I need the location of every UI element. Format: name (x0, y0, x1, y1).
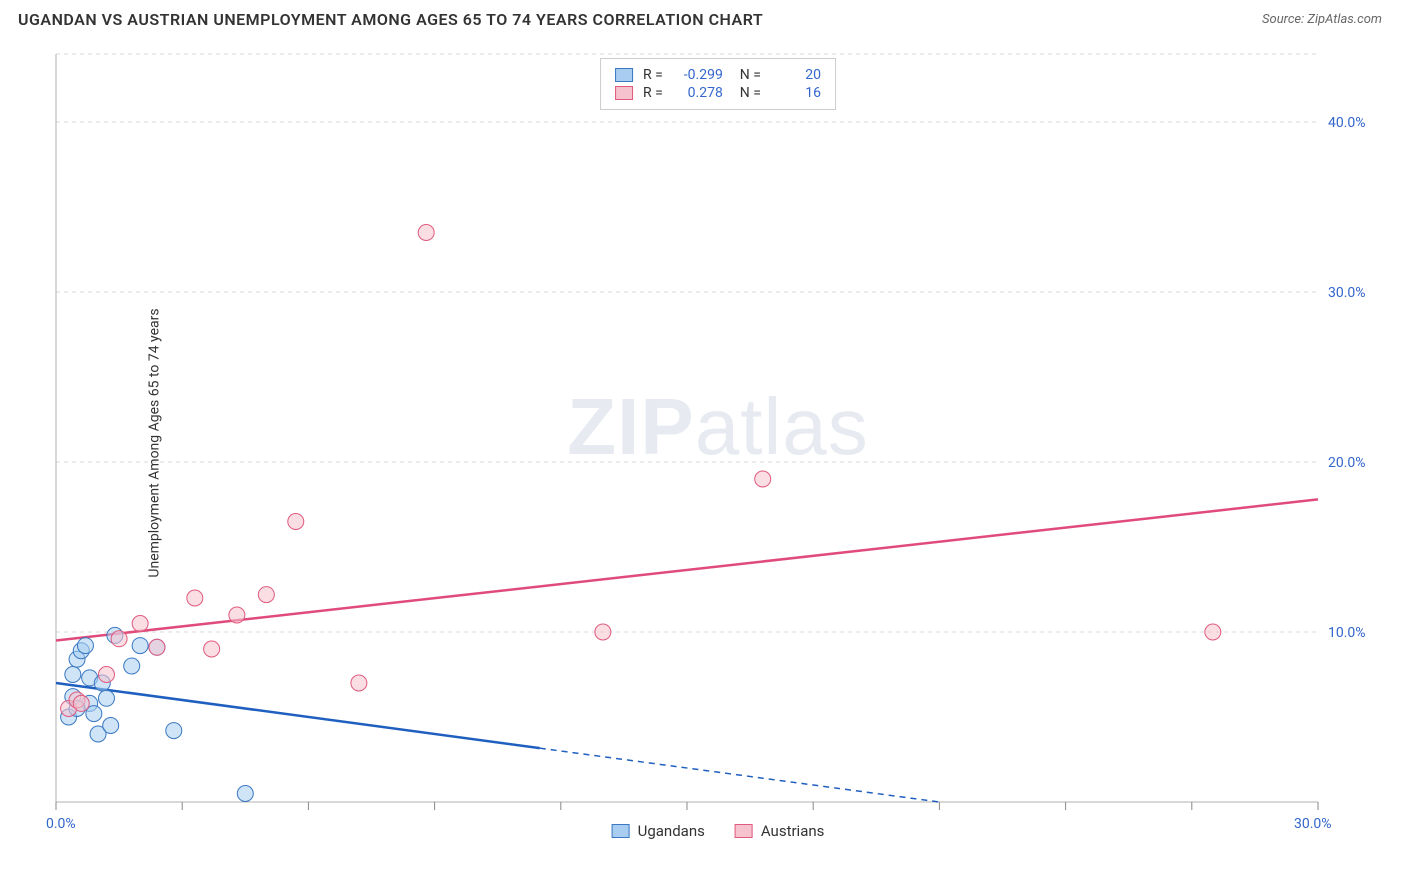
legend-label-ugandans: Ugandans (638, 822, 705, 840)
r-value-ugandans: -0.299 (673, 67, 723, 83)
legend-row-ugandans: R = -0.299 N = 20 (615, 67, 821, 83)
x-tick-label-max: 30.0% (1294, 816, 1332, 832)
r-value-austrians: 0.278 (673, 85, 723, 101)
scatter-plot: 10.0% 20.0% 30.0% 40.0% (48, 48, 1388, 838)
n-value-ugandans: 20 (771, 67, 821, 83)
legend-item-austrians: Austrians (735, 822, 825, 840)
x-tick-label-min: 0.0% (46, 816, 76, 832)
chart-title: UGANDAN VS AUSTRIAN UNEMPLOYMENT AMONG A… (18, 10, 763, 29)
n-value-austrians: 16 (771, 85, 821, 101)
svg-text:10.0%: 10.0% (1328, 625, 1366, 641)
title-bar: UGANDAN VS AUSTRIAN UNEMPLOYMENT AMONG A… (0, 0, 1406, 35)
legend-label-austrians: Austrians (761, 822, 825, 840)
source-attribution: Source: ZipAtlas.com (1262, 12, 1382, 27)
swatch-austrians (735, 824, 753, 838)
svg-text:20.0%: 20.0% (1328, 455, 1366, 471)
legend-row-austrians: R = 0.278 N = 16 (615, 85, 821, 101)
n-label: N = (733, 85, 761, 101)
r-label: R = (643, 67, 663, 83)
chart-area: Unemployment Among Ages 65 to 74 years 1… (48, 48, 1388, 838)
swatch-ugandans (612, 824, 630, 838)
series-legend: Ugandans Austrians (612, 822, 825, 840)
swatch-ugandans (615, 68, 633, 82)
legend-item-ugandans: Ugandans (612, 822, 705, 840)
n-label: N = (733, 67, 761, 83)
correlation-legend: R = -0.299 N = 20 R = 0.278 N = 16 (600, 58, 836, 110)
swatch-austrians (615, 86, 633, 100)
r-label: R = (643, 85, 663, 101)
svg-text:30.0%: 30.0% (1328, 285, 1366, 301)
svg-text:40.0%: 40.0% (1328, 115, 1366, 131)
